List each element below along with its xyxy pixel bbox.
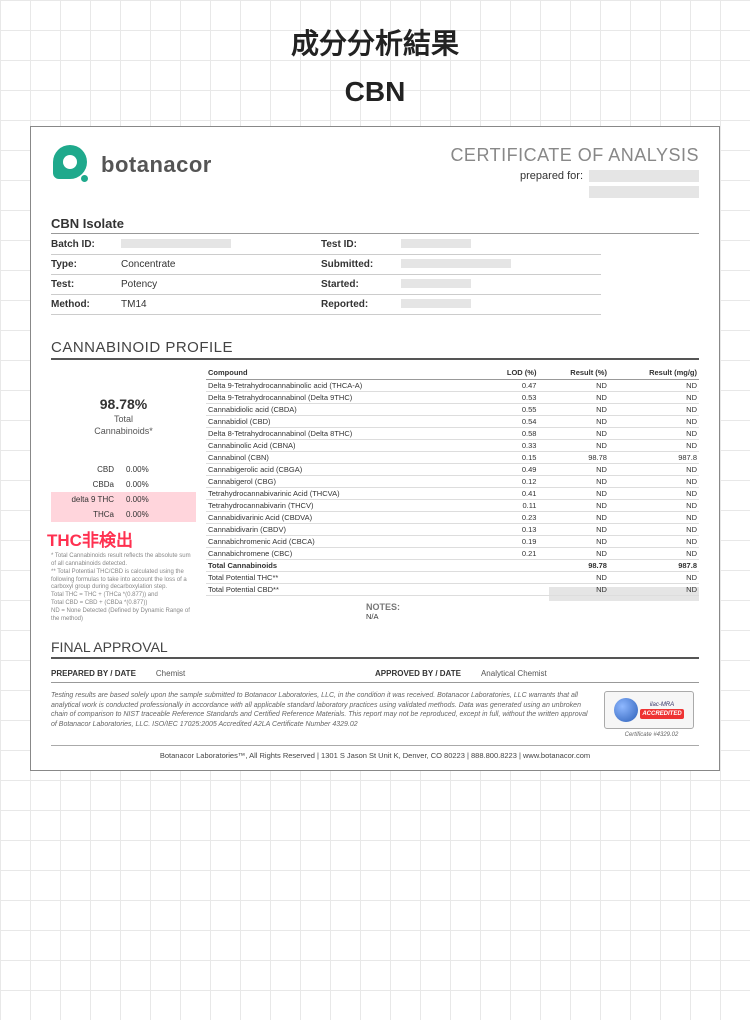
total-percent: 98.78%	[51, 396, 196, 412]
submitted-label: Submitted:	[321, 256, 401, 275]
test-value: Potency	[121, 276, 321, 295]
table-row: Cannabidivarinic Acid (CBDVA)0.23NDND	[206, 512, 699, 524]
table-row: Delta 9-Tetrahydrocannabinol (Delta 9THC…	[206, 392, 699, 404]
signature-row: PREPARED BY / DATE Chemist APPROVED BY / …	[51, 665, 699, 683]
final-approval-title: FINAL APPROVAL	[51, 639, 699, 659]
page-subtitle: CBN	[30, 76, 720, 108]
disclaimer-text: Testing results are based solely upon th…	[51, 691, 594, 739]
logo-icon	[51, 145, 91, 185]
redacted-block	[401, 239, 471, 248]
table-total-row: Total Potential CBD**NDND	[206, 584, 699, 596]
brand-name: botanacor	[101, 152, 212, 178]
table-row: Cannabidivarin (CBDV)0.13NDND	[206, 524, 699, 536]
approved-by-value: Analytical Chemist	[481, 669, 547, 678]
redacted-block	[401, 279, 471, 288]
redacted-block	[589, 186, 699, 198]
table-row: Delta 8-Tetrahydrocannabinol (Delta 8THC…	[206, 428, 699, 440]
started-label: Started:	[321, 276, 401, 295]
method-value: TM14	[121, 296, 321, 315]
prepared-for: prepared for:	[450, 170, 699, 182]
redacted-block	[401, 299, 471, 308]
mini-row: THCa0.00%	[51, 507, 196, 522]
mini-row: delta 9 THC0.00%	[51, 492, 196, 507]
method-label: Method:	[51, 296, 121, 315]
approved-by-label: APPROVED BY / DATE	[375, 669, 461, 678]
mini-row: CBD0.00%	[51, 462, 196, 477]
table-row: Cannabinolic Acid (CBNA)0.33NDND	[206, 440, 699, 452]
total-label: Total	[51, 414, 196, 424]
prepared-by-label: PREPARED BY / DATE	[51, 669, 136, 678]
table-row: Cannabigerolic acid (CBGA)0.49NDND	[206, 464, 699, 476]
notes-label: NOTES:	[366, 602, 400, 612]
table-row: Cannabichromene (CBC)0.21NDND	[206, 548, 699, 560]
redacted-block	[121, 239, 231, 248]
accreditation-badge: ilac-MRA ACCREDITED Certificate #4329.02	[604, 691, 699, 739]
redacted-block	[401, 259, 511, 268]
table-row: Cannabinol (CBN)0.1598.78987.8	[206, 452, 699, 464]
table-row: Cannabigerol (CBG)0.12NDND	[206, 476, 699, 488]
notes-value: N/A	[366, 612, 400, 621]
page-title: 成分分析結果	[30, 22, 720, 62]
certificate-number: Certificate #4329.02	[604, 731, 699, 739]
table-row: Tetrahydrocannabivarin (THCV)0.11NDND	[206, 500, 699, 512]
table-total-row: Total Potential THC**NDND	[206, 572, 699, 584]
redacted-block	[589, 170, 699, 182]
isolate-heading: CBN Isolate	[51, 216, 699, 234]
footnotes: * Total Cannabinoids result reflects the…	[51, 553, 196, 623]
test-label: Test:	[51, 276, 121, 295]
type-value: Concentrate	[121, 256, 321, 275]
mini-row: CBDa0.00%	[51, 477, 196, 492]
table-row: Cannabidiolic acid (CBDA)0.55NDND	[206, 404, 699, 416]
thc-callout: THC非検出	[47, 526, 196, 551]
reported-label: Reported:	[321, 296, 401, 315]
logo: botanacor	[51, 145, 212, 185]
certificate-document: botanacor CERTIFICATE OF ANALYSIS prepar…	[30, 126, 720, 771]
col-result-mg: Result (mg/g)	[609, 366, 699, 380]
col-result-pct: Result (%)	[538, 366, 608, 380]
prepared-by-value: Chemist	[156, 669, 185, 678]
compound-table: Compound LOD (%) Result (%) Result (mg/g…	[206, 366, 699, 623]
table-row: Tetrahydrocannabivarinic Acid (THCVA)0.4…	[206, 488, 699, 500]
table-row: Cannabichromenic Acid (CBCA)0.19NDND	[206, 536, 699, 548]
total-label2: Cannabinoids*	[51, 426, 196, 436]
test-id-label: Test ID:	[321, 236, 401, 255]
meta-grid: Batch ID: Test ID: Type: Concentrate Sub…	[51, 236, 699, 315]
accredited-tag: ACCREDITED	[640, 709, 683, 719]
table-row: Cannabidiol (CBD)0.54NDND	[206, 416, 699, 428]
table-row: Delta 9-Tetrahydrocannabinolic acid (THC…	[206, 380, 699, 392]
col-lod: LOD (%)	[480, 366, 538, 380]
ilac-label: ilac-MRA	[640, 701, 683, 709]
table-total-row: Total Cannabinoids98.78987.8	[206, 560, 699, 572]
summary-column: 98.78% Total Cannabinoids* CBD0.00%CBDa0…	[51, 366, 196, 623]
type-label: Type:	[51, 256, 121, 275]
col-compound: Compound	[206, 366, 480, 380]
globe-icon	[614, 698, 638, 722]
mini-summary: CBD0.00%CBDa0.00%delta 9 THC0.00%THCa0.0…	[51, 462, 196, 522]
footer-line: Botanacor Laboratories™, All Rights Rese…	[51, 745, 699, 760]
profile-title: CANNABINOID PROFILE	[51, 339, 699, 360]
batch-id-label: Batch ID:	[51, 236, 121, 255]
certificate-title: CERTIFICATE OF ANALYSIS	[450, 145, 699, 166]
